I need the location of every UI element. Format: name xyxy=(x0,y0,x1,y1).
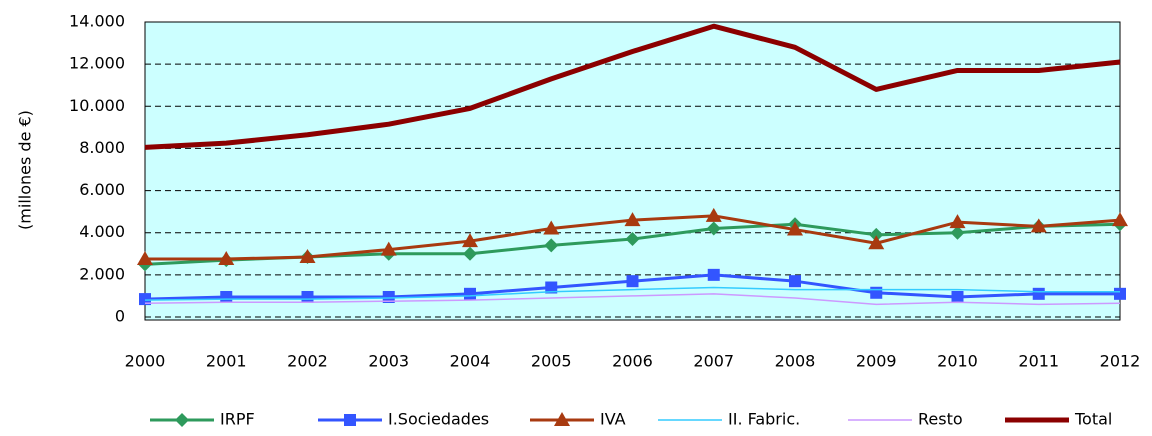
x-tick-label: 2007 xyxy=(693,352,734,371)
y-tick-label: 14.000 xyxy=(69,12,125,31)
series-line xyxy=(144,286,1120,301)
x-tick-label: 2010 xyxy=(937,352,978,371)
series-line xyxy=(144,23,1121,150)
legend-marker xyxy=(175,413,189,427)
marker xyxy=(869,227,884,242)
marker xyxy=(299,248,316,263)
y-tick-label: 6.000 xyxy=(79,180,125,199)
x-tick-label: 2011 xyxy=(1018,352,1059,371)
x-tick-label: 2008 xyxy=(775,352,816,371)
legend-label: Total xyxy=(1074,410,1112,429)
series-line xyxy=(144,293,1121,306)
marker xyxy=(624,212,641,227)
x-tick-label: 2005 xyxy=(531,352,572,371)
marker xyxy=(463,246,477,261)
legend-label: I.Sociedades xyxy=(388,410,489,429)
marker xyxy=(1032,287,1045,300)
x-tick-label: 2009 xyxy=(856,352,897,371)
y-tick-label: 12.000 xyxy=(69,54,125,73)
x-tick-label: 2003 xyxy=(368,352,409,371)
marker xyxy=(787,221,803,236)
marker xyxy=(220,290,233,303)
marker xyxy=(707,268,720,281)
marker xyxy=(951,290,964,303)
legend-label: II. Fabric. xyxy=(728,410,800,429)
x-tick-label: 2012 xyxy=(1100,352,1141,371)
y-tick-label: 2.000 xyxy=(79,264,125,283)
legend-label: IRPF xyxy=(220,410,255,429)
marker xyxy=(301,290,314,303)
marker xyxy=(543,220,560,235)
marker xyxy=(705,207,722,222)
marker xyxy=(626,275,639,288)
marker xyxy=(382,290,395,303)
marker xyxy=(949,214,966,229)
marker xyxy=(625,232,640,247)
x-tick-label: 2000 xyxy=(125,352,166,371)
marker xyxy=(1030,218,1047,233)
legend-label: IVA xyxy=(600,410,626,429)
marker xyxy=(139,293,151,306)
marker xyxy=(1114,287,1126,300)
legend-marker xyxy=(344,414,356,426)
y-tick-label: 10.000 xyxy=(69,96,125,115)
x-tick-label: 2006 xyxy=(612,352,653,371)
y-axis-label: (millones de €) xyxy=(16,110,35,230)
y-tick-label: 4.000 xyxy=(79,222,125,241)
legend-label: Resto xyxy=(918,410,963,429)
y-tick-label: 8.000 xyxy=(79,138,125,157)
x-tick-label: 2001 xyxy=(206,352,247,371)
marker xyxy=(380,241,397,256)
marker xyxy=(218,251,235,266)
marker xyxy=(137,251,153,266)
marker xyxy=(545,281,558,294)
marker xyxy=(706,221,721,236)
marker xyxy=(464,287,476,300)
y-tick-label: 0 xyxy=(115,307,125,326)
marker xyxy=(1112,212,1128,227)
x-tick-label: 2004 xyxy=(450,352,491,371)
marker xyxy=(462,233,478,248)
marker xyxy=(870,286,883,299)
marker xyxy=(789,275,801,288)
marker xyxy=(868,235,885,250)
marker xyxy=(950,225,965,240)
legend-marker xyxy=(554,412,570,426)
marker xyxy=(544,238,559,253)
x-tick-label: 2002 xyxy=(287,352,328,371)
